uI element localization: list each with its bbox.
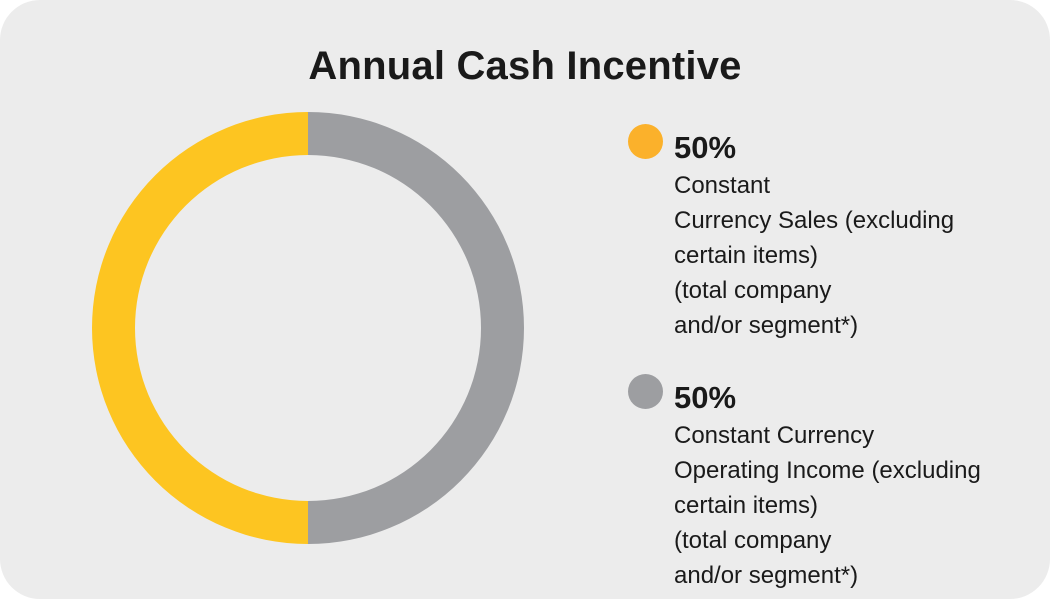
legend-percent-operating-income: 50%: [674, 380, 737, 415]
legend-swatch-sales: [628, 124, 663, 159]
legend-swatch-operating-income: [628, 374, 663, 409]
slice-operating-income: [308, 112, 524, 544]
donut-chart: [92, 112, 524, 544]
legend-label-sales: Constant Currency Sales (excluding certa…: [674, 172, 955, 339]
legend-percent-sales: 50%: [674, 130, 737, 165]
legend-label-operating-income: Constant Currency Operating Income (excl…: [674, 422, 981, 589]
chart-title: Annual Cash Incentive: [308, 44, 742, 88]
slice-sales: [92, 112, 308, 544]
